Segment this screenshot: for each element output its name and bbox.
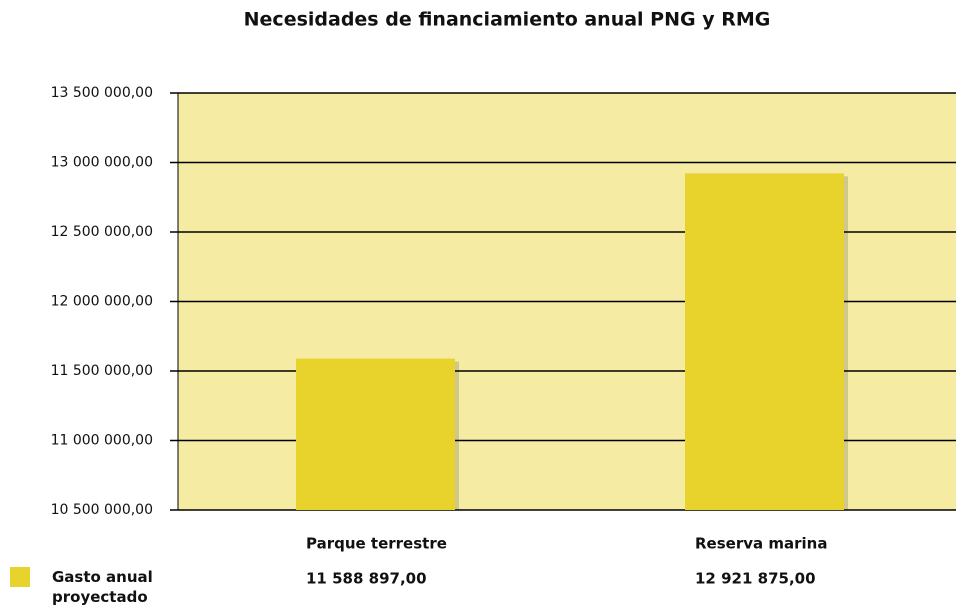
- value-label: 12 921 875,00: [695, 570, 816, 588]
- value-label: 11 588 897,00: [306, 570, 427, 588]
- x-tick-label: Parque terrestre: [306, 535, 447, 553]
- legend-label: Gasto anual proyectado: [52, 568, 153, 606]
- y-tick-label: 13 500 000,00: [51, 85, 153, 101]
- chart-title: Necesidades de financiamiento anual PNG …: [244, 9, 771, 31]
- bar: [685, 173, 844, 510]
- y-tick-label: 11 000 000,00: [51, 433, 153, 449]
- y-tick-label: 12 500 000,00: [51, 224, 153, 240]
- bar: [296, 358, 455, 510]
- y-tick-label: 11 500 000,00: [51, 363, 153, 379]
- y-tick-label: 13 000 000,00: [51, 155, 153, 171]
- x-tick-label: Reserva marina: [695, 535, 827, 553]
- y-tick-label: 12 000 000,00: [51, 294, 153, 310]
- legend-swatch: [10, 567, 30, 587]
- y-tick-label: 10 500 000,00: [51, 502, 153, 518]
